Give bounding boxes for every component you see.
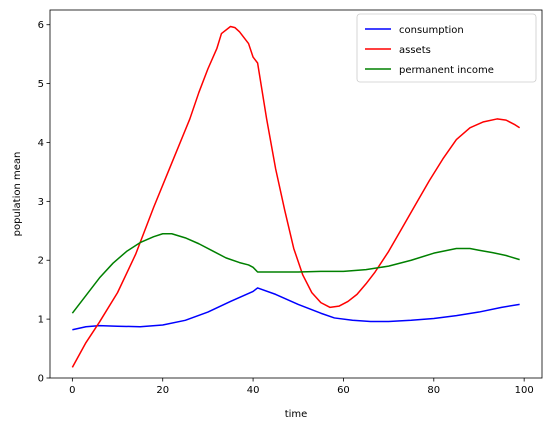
series-line-assets [71,25,521,368]
axes-layer: 0 20 40 60 80 100 0 1 2 3 4 5 6 [38,9,543,396]
legend-box [356,13,537,83]
x-tick-label: 100 [515,385,534,396]
x-tick-label: 20 [156,385,169,396]
y-tick-label: 1 [38,315,44,326]
legend-label: permanent income [399,65,494,76]
y-tick-label: 4 [38,138,44,149]
x-tick-label: 80 [427,385,440,396]
x-tick-label: 40 [247,385,260,396]
y-tick-label: 2 [38,256,44,267]
series-line-consumption [72,287,520,331]
y-tick-label: 0 [38,374,44,385]
x-tick-label: 0 [69,385,75,396]
series-line-permanent-income [71,232,520,314]
y-tick-label: 3 [38,197,44,208]
legend: consumption assets permanent income [356,13,537,83]
legend-label: consumption [399,25,464,36]
y-axis-label: population mean [12,152,23,237]
x-axis-label: time [285,409,308,420]
axes-frame [49,9,543,379]
x-tick-label: 60 [337,385,350,396]
legend-label: assets [399,45,431,56]
y-tick-label: 6 [38,20,44,31]
series-layer [71,25,521,368]
y-tick-label: 5 [38,79,44,90]
